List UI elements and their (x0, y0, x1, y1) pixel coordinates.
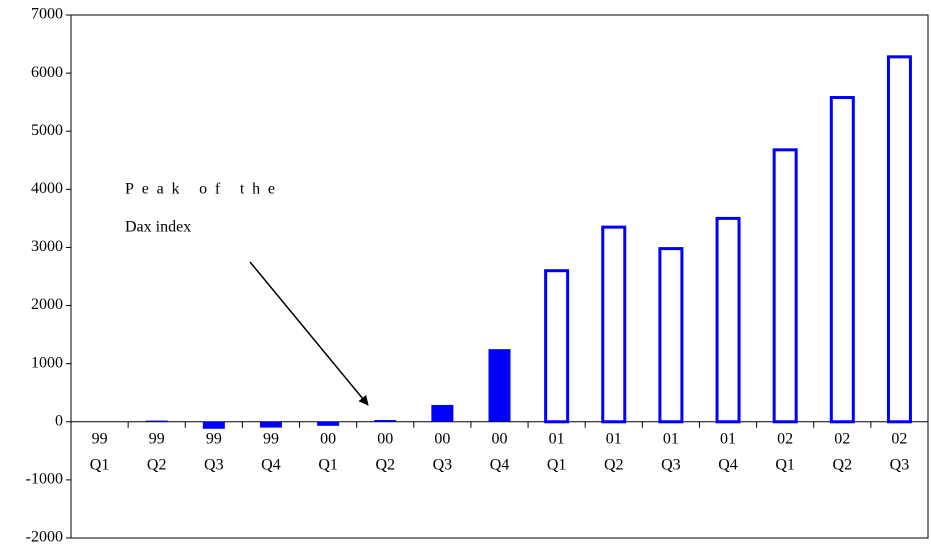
x-tick-label: Q1 (547, 456, 567, 473)
x-tick-label: Q2 (147, 456, 167, 473)
bar (374, 420, 397, 422)
y-tick-label: -1000 (26, 471, 63, 488)
x-tick-label: 00 (492, 430, 508, 447)
bar (317, 421, 340, 426)
bar (202, 421, 225, 429)
x-tick-label: Q4 (490, 456, 510, 473)
x-tick-label: Q2 (833, 456, 853, 473)
x-tick-label: Q2 (375, 456, 395, 473)
x-tick-label: 99 (149, 430, 165, 447)
x-tick-label: 00 (377, 430, 393, 447)
bar (658, 247, 684, 424)
y-tick-label: 1000 (31, 354, 63, 371)
y-tick-label: 6000 (31, 64, 63, 81)
x-tick-label: Q3 (661, 456, 681, 473)
y-tick-label: 5000 (31, 122, 63, 139)
y-tick-label: 0 (55, 412, 63, 429)
x-tick-label: 02 (891, 430, 907, 447)
y-tick-label: 4000 (31, 180, 63, 197)
bar (431, 404, 454, 422)
x-tick-label: 99 (263, 430, 279, 447)
x-tick-label: Q1 (318, 456, 338, 473)
x-tick-label: 99 (92, 430, 108, 447)
y-tick-label: 2000 (31, 296, 63, 313)
y-tick-label: 3000 (31, 238, 63, 255)
bar (544, 269, 570, 424)
x-tick-label: 00 (434, 430, 450, 447)
x-tick-label: 01 (720, 430, 736, 447)
x-tick-label: 99 (206, 430, 222, 447)
x-tick-label: 01 (549, 430, 565, 447)
arrow (249, 261, 369, 406)
x-tick-label: 01 (663, 430, 679, 447)
x-tick-label: Q3 (890, 456, 910, 473)
x-tick-label: Q4 (718, 456, 738, 473)
annotation: Dax index (125, 219, 191, 236)
bar (715, 216, 741, 424)
y-tick-label: 7000 (31, 6, 63, 23)
plot-frame (70, 14, 929, 539)
bar (601, 225, 627, 424)
bar (772, 148, 798, 424)
x-tick-label: 01 (606, 430, 622, 447)
x-tick-label: Q1 (90, 456, 110, 473)
bar (829, 96, 855, 424)
annotation: Peak of the (125, 181, 275, 198)
bar (145, 420, 168, 422)
x-tick-label: 00 (320, 430, 336, 447)
x-tick-label: Q1 (775, 456, 795, 473)
bar (259, 421, 282, 428)
x-tick-label: 02 (777, 430, 793, 447)
bar (886, 55, 912, 424)
x-tick-label: Q2 (604, 456, 624, 473)
x-tick-label: 02 (834, 430, 850, 447)
x-tick-label: Q4 (261, 456, 281, 473)
y-tick-label: -2000 (26, 529, 63, 546)
bar (488, 349, 511, 422)
x-tick-label: Q3 (204, 456, 224, 473)
x-tick-label: Q3 (433, 456, 453, 473)
